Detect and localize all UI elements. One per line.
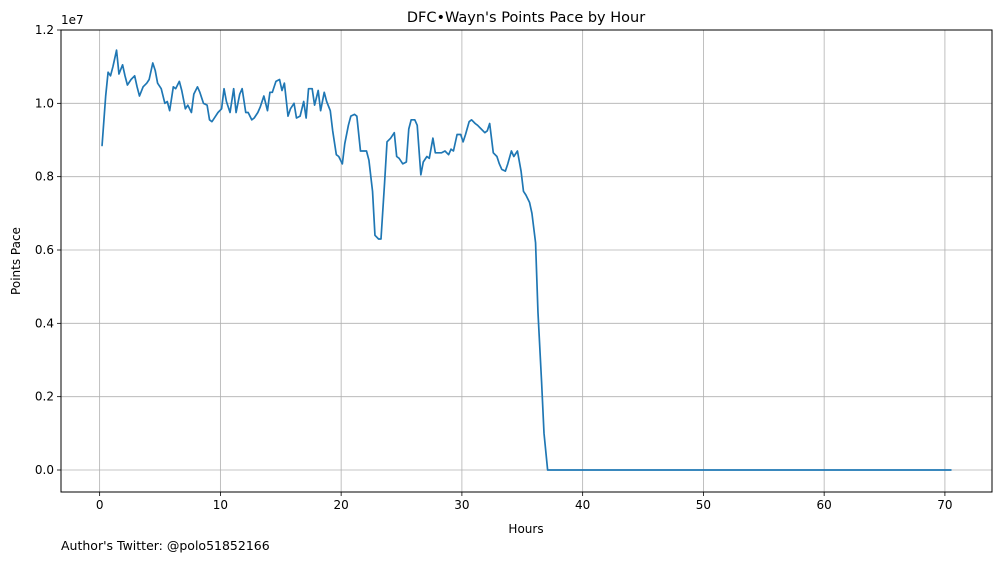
series-layer xyxy=(101,49,952,471)
y-tick-label: 1.2 xyxy=(35,23,54,37)
y-tick-label: 0.4 xyxy=(35,316,54,330)
y-tick-label: 0.6 xyxy=(35,243,54,257)
y-tick-label: 0.0 xyxy=(35,463,54,477)
plot-area-background xyxy=(61,30,992,492)
x-tick-label: 10 xyxy=(213,498,228,512)
x-tick-label: 40 xyxy=(575,498,590,512)
x-tick-label: 50 xyxy=(696,498,711,512)
y-axis-offset-label: 1e7 xyxy=(61,13,84,27)
x-tick-label: 20 xyxy=(334,498,349,512)
chart-title: DFC•Wayn's Points Pace by Hour xyxy=(407,10,645,26)
y-axis-label: Points Pace xyxy=(9,227,23,295)
y-tick-label: 1.0 xyxy=(35,96,54,110)
x-axis-label: Hours xyxy=(508,522,543,536)
x-tick-label: 30 xyxy=(454,498,469,512)
x-tick-label: 0 xyxy=(96,498,104,512)
author-twitter-footnote: Author's Twitter: @polo51852166 xyxy=(61,538,270,553)
x-tick-label: 70 xyxy=(937,498,952,512)
y-tick-label: 0.8 xyxy=(35,170,54,184)
tick-layer: 0 10 20 30 40 50 60 70 0.0 0.2 0.4 0.6 0.8 1.0 1.2 xyxy=(35,23,953,512)
grid-lines xyxy=(61,29,992,492)
y-tick-label: 0.2 xyxy=(35,390,54,404)
x-tick-label: 60 xyxy=(817,498,832,512)
plot-frame xyxy=(60,29,993,493)
points-pace-series-line xyxy=(101,49,952,471)
